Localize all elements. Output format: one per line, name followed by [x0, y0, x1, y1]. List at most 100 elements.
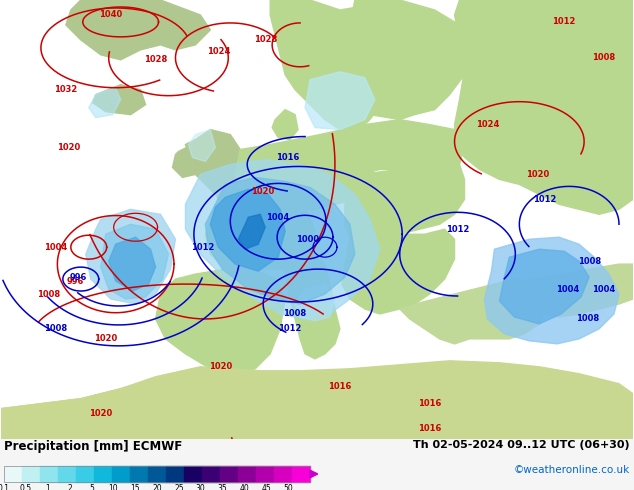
Text: 30: 30 — [196, 484, 205, 490]
Polygon shape — [235, 135, 375, 209]
Polygon shape — [185, 159, 380, 319]
Bar — [292, 466, 310, 482]
Text: 2: 2 — [67, 484, 72, 490]
Polygon shape — [500, 249, 589, 324]
Text: 1020: 1020 — [89, 409, 112, 418]
Text: 1020: 1020 — [57, 143, 81, 152]
Polygon shape — [345, 165, 465, 244]
Polygon shape — [108, 237, 155, 291]
Polygon shape — [86, 209, 176, 304]
Text: 1008: 1008 — [283, 310, 307, 318]
Text: 20: 20 — [152, 484, 162, 490]
Bar — [22, 466, 40, 482]
Text: Precipitation [mm] ECMWF: Precipitation [mm] ECMWF — [4, 440, 182, 453]
Text: 1000: 1000 — [297, 235, 320, 244]
Text: 1012: 1012 — [552, 18, 576, 26]
Text: 1004: 1004 — [44, 243, 67, 252]
Text: 25: 25 — [174, 484, 184, 490]
Polygon shape — [320, 120, 465, 179]
Polygon shape — [205, 177, 355, 304]
Text: 1: 1 — [46, 484, 50, 490]
Polygon shape — [399, 279, 544, 344]
Text: 1016: 1016 — [418, 399, 441, 408]
Bar — [76, 466, 94, 482]
Bar — [256, 466, 274, 482]
Polygon shape — [272, 110, 298, 140]
Text: 1028: 1028 — [254, 35, 277, 45]
Polygon shape — [89, 88, 120, 118]
Text: 1008: 1008 — [37, 290, 60, 298]
Text: 0.1: 0.1 — [0, 484, 10, 490]
Text: 0.5: 0.5 — [20, 484, 32, 490]
Polygon shape — [1, 364, 633, 439]
Polygon shape — [188, 129, 216, 162]
Bar — [220, 466, 238, 482]
Bar — [112, 466, 130, 482]
Bar — [40, 466, 58, 482]
Text: 1008: 1008 — [578, 257, 600, 266]
Text: ©weatheronline.co.uk: ©weatheronline.co.uk — [514, 465, 630, 475]
Text: 35: 35 — [217, 484, 228, 490]
Polygon shape — [484, 237, 619, 344]
Text: 996: 996 — [70, 272, 87, 282]
Text: 1020: 1020 — [94, 334, 117, 343]
Text: 1040: 1040 — [99, 10, 122, 20]
Text: 1016: 1016 — [276, 153, 300, 162]
Polygon shape — [305, 72, 375, 129]
Bar — [4, 466, 22, 482]
Polygon shape — [342, 229, 455, 314]
Text: 1012: 1012 — [446, 225, 469, 234]
Polygon shape — [205, 199, 315, 269]
Text: Th 02-05-2024 09..12 UTC (06+30): Th 02-05-2024 09..12 UTC (06+30) — [413, 440, 630, 450]
Text: 1032: 1032 — [54, 85, 77, 94]
Text: 1012: 1012 — [278, 324, 302, 333]
Text: 1004: 1004 — [555, 285, 579, 294]
Bar — [58, 466, 76, 482]
Polygon shape — [345, 0, 470, 120]
Text: 1004: 1004 — [266, 213, 290, 222]
Polygon shape — [270, 0, 415, 135]
Polygon shape — [185, 129, 245, 209]
Text: 5: 5 — [89, 484, 94, 490]
Polygon shape — [495, 264, 633, 329]
Text: 1024: 1024 — [207, 48, 230, 56]
Text: 1012: 1012 — [533, 195, 556, 204]
Polygon shape — [172, 145, 198, 177]
Text: 50: 50 — [283, 484, 293, 490]
Text: 1016: 1016 — [418, 424, 441, 433]
Polygon shape — [1, 361, 633, 439]
Text: 1008: 1008 — [576, 315, 598, 323]
Polygon shape — [238, 214, 265, 249]
Text: 1020: 1020 — [526, 170, 549, 179]
Text: 45: 45 — [261, 484, 271, 490]
Bar — [94, 466, 112, 482]
Text: 1004: 1004 — [592, 285, 616, 294]
Polygon shape — [455, 0, 633, 214]
Bar — [166, 466, 184, 482]
Text: 1020: 1020 — [250, 187, 274, 196]
Text: 996: 996 — [67, 276, 84, 286]
Text: 1024: 1024 — [476, 120, 499, 129]
Text: 1028: 1028 — [144, 55, 167, 64]
Polygon shape — [280, 249, 340, 359]
Text: 15: 15 — [131, 484, 140, 490]
Polygon shape — [210, 189, 285, 271]
Text: 1008: 1008 — [44, 324, 67, 333]
Polygon shape — [66, 0, 210, 60]
Polygon shape — [295, 284, 335, 321]
Bar — [202, 466, 220, 482]
Bar — [184, 466, 202, 482]
Polygon shape — [93, 85, 146, 115]
Polygon shape — [155, 269, 285, 374]
Text: 1016: 1016 — [328, 382, 352, 391]
Text: 1012: 1012 — [191, 243, 214, 252]
Text: 1020: 1020 — [209, 362, 232, 371]
Polygon shape — [101, 224, 169, 299]
Bar — [148, 466, 166, 482]
Text: 40: 40 — [240, 484, 249, 490]
Bar — [238, 466, 256, 482]
Bar — [4, 466, 310, 482]
Bar — [130, 466, 148, 482]
Text: 1008: 1008 — [593, 53, 616, 62]
Text: 10: 10 — [108, 484, 118, 490]
